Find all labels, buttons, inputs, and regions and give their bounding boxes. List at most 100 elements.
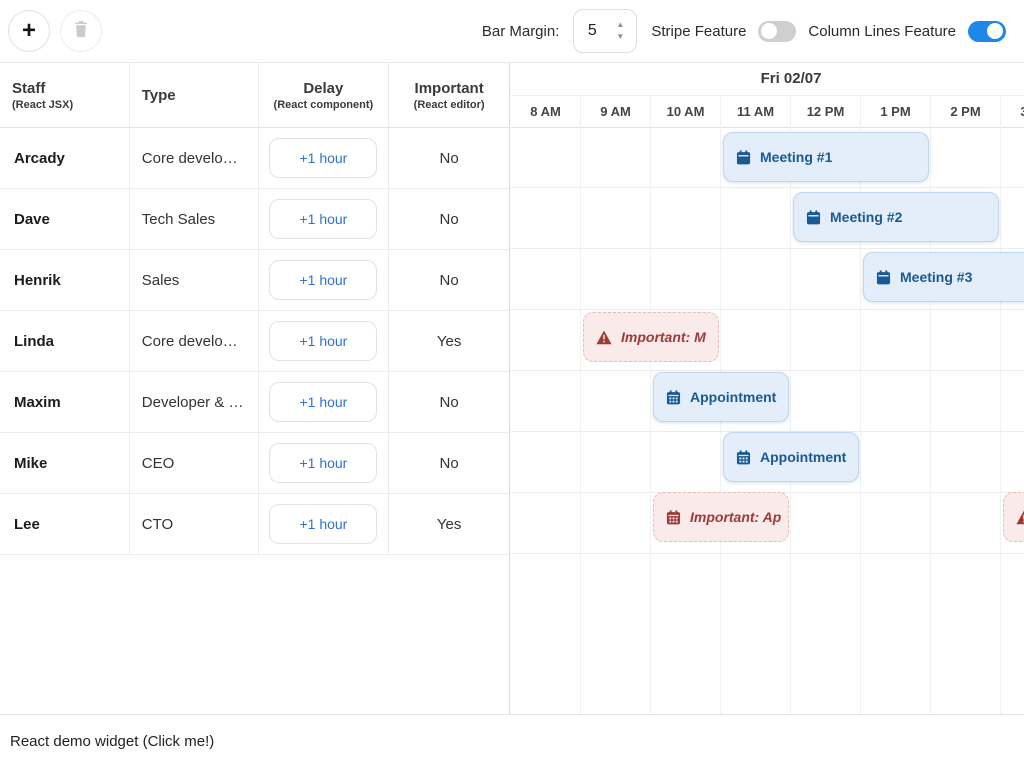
stripe-feature-toggle[interactable] bbox=[758, 20, 797, 42]
event-label: Meeting #1 bbox=[760, 149, 833, 165]
delay-plus-hour-button[interactable]: +1 hour bbox=[269, 382, 378, 422]
staff-grid: Staff (React JSX) Type Delay (React comp… bbox=[0, 63, 510, 714]
column-header-staff[interactable]: Staff (React JSX) bbox=[0, 63, 130, 127]
hour-header-cell: 3 PM bbox=[1001, 96, 1024, 127]
timeline-row[interactable] bbox=[511, 371, 1024, 432]
column-subtitle: (React editor) bbox=[413, 98, 485, 111]
delay-cell: +1 hour bbox=[259, 189, 390, 249]
type-cell: CTO bbox=[130, 494, 259, 554]
timeline-row[interactable] bbox=[511, 310, 1024, 371]
delete-event-button[interactable] bbox=[60, 10, 102, 52]
event-bar[interactable]: Important: M bbox=[583, 312, 719, 362]
spinner-up-icon[interactable]: ▲ bbox=[616, 20, 625, 29]
delay-cell: +1 hour bbox=[259, 372, 390, 432]
event-label: Appointment bbox=[690, 389, 777, 405]
type-cell: Core develo… bbox=[130, 128, 259, 188]
table-row[interactable]: Arcady Core develo… +1 hour No bbox=[0, 128, 509, 189]
important-cell[interactable]: No bbox=[439, 210, 459, 228]
column-header-delay[interactable]: Delay (React component) bbox=[259, 63, 390, 127]
type-cell: CEO bbox=[130, 433, 259, 493]
type-cell: Developer & … bbox=[130, 372, 259, 432]
hour-header-cell: 1 PM bbox=[861, 96, 931, 127]
spinner-down-icon[interactable]: ▼ bbox=[616, 32, 625, 41]
type-cell: Sales bbox=[130, 250, 259, 310]
important-cell[interactable]: No bbox=[439, 149, 459, 167]
important-cell[interactable]: No bbox=[439, 393, 459, 411]
delay-plus-hour-button[interactable]: +1 hour bbox=[269, 199, 378, 239]
warning-triangle-icon bbox=[1016, 510, 1024, 525]
staff-name-cell: Dave bbox=[0, 189, 130, 249]
staff-name-cell: Mike bbox=[0, 433, 130, 493]
delay-cell: +1 hour bbox=[259, 128, 390, 188]
event-label: Important: M bbox=[621, 329, 706, 345]
calendar-solid-icon bbox=[876, 269, 891, 285]
trash-icon bbox=[73, 20, 89, 43]
timeline: Fri 02/07 8 AM 9 AM 10 AM 11 AM 12 PM 1 PM 2 P… bbox=[511, 63, 1024, 714]
important-cell[interactable]: Yes bbox=[436, 515, 462, 533]
delay-cell: +1 hour bbox=[259, 494, 390, 554]
column-title: Important bbox=[414, 79, 484, 97]
bar-margin-value: 5 bbox=[587, 22, 597, 39]
column-title: Staff bbox=[12, 79, 46, 97]
event-bar[interactable]: Appointment bbox=[653, 372, 789, 422]
bar-margin-label: Bar Margin: bbox=[481, 22, 560, 40]
table-row[interactable]: Dave Tech Sales +1 hour No bbox=[0, 189, 509, 250]
table-row[interactable]: Henrik Sales +1 hour No bbox=[0, 250, 509, 311]
timeline-row[interactable] bbox=[511, 249, 1024, 310]
column-subtitle: (React component) bbox=[273, 98, 374, 111]
table-row[interactable]: Mike CEO +1 hour No bbox=[0, 433, 509, 494]
timeline-row[interactable] bbox=[511, 127, 1024, 188]
plus-icon: + bbox=[21, 17, 36, 44]
column-title: Type bbox=[141, 86, 176, 104]
important-cell[interactable]: Yes bbox=[436, 332, 462, 350]
staff-name-cell: Maxim bbox=[0, 372, 130, 432]
event-bar[interactable] bbox=[1003, 492, 1024, 542]
column-title: Delay bbox=[303, 79, 344, 97]
event-label: Meeting #2 bbox=[830, 209, 903, 225]
hour-header-cell: 9 AM bbox=[581, 96, 651, 127]
timeline-row[interactable] bbox=[511, 493, 1024, 554]
staff-name-cell: Arcady bbox=[0, 128, 130, 188]
type-cell: Core develo… bbox=[130, 311, 259, 371]
type-cell: Tech Sales bbox=[130, 189, 259, 249]
date-header: Fri 02/07 bbox=[511, 63, 1024, 96]
timeline-row[interactable] bbox=[511, 188, 1024, 249]
footer-widget[interactable]: React demo widget (Click me!) bbox=[10, 732, 215, 750]
column-header-type[interactable]: Type bbox=[130, 63, 259, 127]
event-bar[interactable]: Appointment bbox=[723, 432, 859, 482]
column-lines-feature-toggle[interactable] bbox=[968, 20, 1006, 42]
delay-plus-hour-button[interactable]: +1 hour bbox=[269, 321, 378, 361]
hour-header-cell: 8 AM bbox=[511, 96, 581, 127]
staff-name-cell: Henrik bbox=[0, 250, 130, 310]
hour-header-cell: 11 AM bbox=[721, 96, 791, 127]
event-bar[interactable]: Meeting #1 bbox=[723, 132, 929, 182]
warning-triangle-icon bbox=[596, 330, 612, 345]
delay-cell: +1 hour bbox=[259, 311, 390, 371]
delay-plus-hour-button[interactable]: +1 hour bbox=[269, 504, 378, 544]
bar-margin-spinner: ▲ ▼ bbox=[610, 21, 636, 41]
calendar-solid-icon bbox=[736, 149, 751, 165]
delay-plus-hour-button[interactable]: +1 hour bbox=[269, 138, 378, 178]
hour-header-cell: 2 PM bbox=[931, 96, 1001, 127]
calendar-solid-icon bbox=[806, 209, 821, 225]
add-event-button[interactable]: + bbox=[8, 10, 50, 52]
event-label: Meeting #3 bbox=[900, 269, 973, 285]
event-bar[interactable]: Meeting #3 bbox=[863, 252, 1024, 302]
timeline-body: Meeting #1 Meeting #2 Meeting #3 Important:… bbox=[511, 127, 1024, 714]
table-row[interactable]: Linda Core develo… +1 hour Yes bbox=[0, 311, 509, 372]
table-row[interactable]: Maxim Developer & … +1 hour No bbox=[0, 372, 509, 433]
calendar-grid-icon bbox=[666, 509, 681, 525]
important-cell[interactable]: No bbox=[439, 454, 459, 472]
delay-plus-hour-button[interactable]: +1 hour bbox=[269, 260, 378, 300]
column-subtitle: (React JSX) bbox=[12, 98, 74, 111]
bar-margin-input[interactable]: 5 ▲ ▼ bbox=[573, 9, 638, 53]
important-cell[interactable]: No bbox=[439, 271, 459, 289]
stripe-feature-label: Stripe Feature bbox=[651, 22, 747, 40]
table-row[interactable]: Lee CTO +1 hour Yes bbox=[0, 494, 509, 555]
toolbar: + Bar Margin: 5 ▲ ▼ Stripe Feature Colum… bbox=[0, 0, 1024, 62]
event-bar[interactable]: Important: Ap bbox=[653, 492, 789, 542]
delay-plus-hour-button[interactable]: +1 hour bbox=[269, 443, 378, 483]
event-bar[interactable]: Meeting #2 bbox=[793, 192, 999, 242]
column-header-important[interactable]: Important (React editor) bbox=[389, 63, 509, 127]
